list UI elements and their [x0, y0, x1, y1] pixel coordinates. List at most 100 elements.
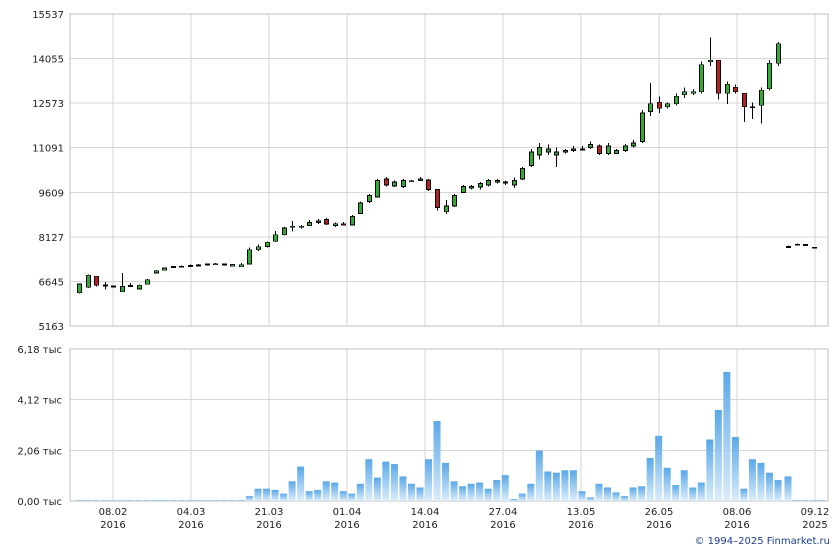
candle-body — [324, 219, 329, 225]
candle — [606, 142, 611, 155]
candle-body — [786, 245, 791, 248]
volume-bar — [280, 493, 288, 501]
volume-bar — [109, 500, 117, 501]
candle-body — [682, 91, 687, 96]
candle — [682, 87, 687, 98]
candle-body — [128, 285, 133, 287]
volume-bar — [339, 491, 347, 501]
volume-bar — [169, 500, 177, 501]
volume-bar — [638, 486, 646, 501]
candle — [786, 245, 791, 248]
candle — [571, 145, 576, 152]
candle-body — [750, 106, 755, 109]
volume-bar — [75, 500, 83, 501]
candle-body — [776, 43, 781, 64]
volume-bar — [731, 437, 739, 501]
candle-body — [495, 180, 500, 183]
candle-body — [265, 241, 270, 247]
candle-body — [606, 145, 611, 154]
candle — [230, 263, 235, 267]
x-tick-year: 2016 — [334, 520, 359, 531]
volume-bar — [442, 462, 450, 501]
volume-bar — [297, 466, 305, 501]
candle-body — [282, 227, 287, 236]
volume-bar — [493, 480, 501, 501]
volume-y-tick-label: 4,12 тыс — [17, 396, 62, 407]
candle — [742, 92, 747, 122]
candle — [795, 243, 800, 246]
candle-body — [196, 264, 201, 267]
candle-body — [486, 180, 491, 186]
candle — [341, 222, 346, 226]
candle-body — [188, 265, 193, 268]
candle-body — [725, 83, 730, 94]
candle — [725, 81, 730, 104]
candle-body — [580, 148, 585, 151]
candle — [546, 144, 551, 155]
volume-bar — [595, 483, 603, 501]
candle — [495, 179, 500, 184]
candle — [282, 227, 287, 236]
candle — [154, 270, 159, 274]
price-y-tick-label: 12573 — [32, 99, 64, 110]
candle — [222, 263, 227, 266]
x-tick-year: 2016 — [568, 520, 593, 531]
volume-bars — [75, 371, 826, 501]
candle — [196, 263, 201, 267]
candle — [324, 217, 329, 226]
volume-bar — [271, 489, 279, 501]
candle — [812, 246, 817, 249]
volume-bar — [348, 493, 356, 501]
candle — [461, 185, 466, 194]
candle-body — [94, 275, 99, 286]
x-tick-year: 2016 — [490, 520, 515, 531]
volume-bar — [433, 421, 441, 501]
volume-bar — [416, 487, 424, 501]
volume-bar — [314, 489, 322, 501]
volume-bar — [544, 471, 552, 501]
candles — [77, 37, 817, 294]
candle-body — [247, 249, 252, 265]
candle-body — [162, 267, 167, 271]
candle-body — [529, 151, 534, 166]
candle-body — [358, 202, 363, 215]
candle-body — [154, 270, 159, 274]
candle — [111, 285, 116, 288]
volume-bar — [228, 500, 236, 501]
copyright-text[interactable]: © 1994–2025 Finmarket.ru — [694, 536, 830, 547]
candle-body — [452, 195, 457, 207]
candle — [631, 139, 636, 148]
candle-body — [537, 147, 542, 156]
volume-bar — [356, 483, 364, 501]
volume-bar — [220, 500, 228, 501]
candle-body — [563, 150, 568, 153]
candle-body — [699, 64, 704, 93]
candle — [435, 189, 440, 211]
candle-body — [614, 150, 619, 154]
candle — [392, 180, 397, 188]
candle-body — [674, 95, 679, 105]
candle — [205, 263, 210, 266]
candle — [179, 265, 184, 268]
volume-bar — [365, 459, 373, 501]
volume-bar — [604, 487, 612, 501]
volume-bar — [621, 496, 629, 501]
volume-bar — [569, 470, 577, 501]
volume-grid — [69, 348, 829, 502]
candle — [716, 59, 721, 100]
candle — [137, 284, 142, 290]
volume-bar — [663, 467, 671, 501]
candle-body — [469, 186, 474, 189]
volume-bar — [263, 488, 271, 501]
volume-bar — [518, 493, 526, 501]
candle — [94, 275, 99, 287]
candle — [759, 87, 764, 124]
volume-bar — [160, 500, 168, 501]
volume-bar — [646, 457, 654, 501]
candle-body — [546, 148, 551, 153]
volume-bar — [629, 487, 637, 501]
volume-bar — [801, 500, 809, 501]
candle-body — [520, 168, 525, 180]
